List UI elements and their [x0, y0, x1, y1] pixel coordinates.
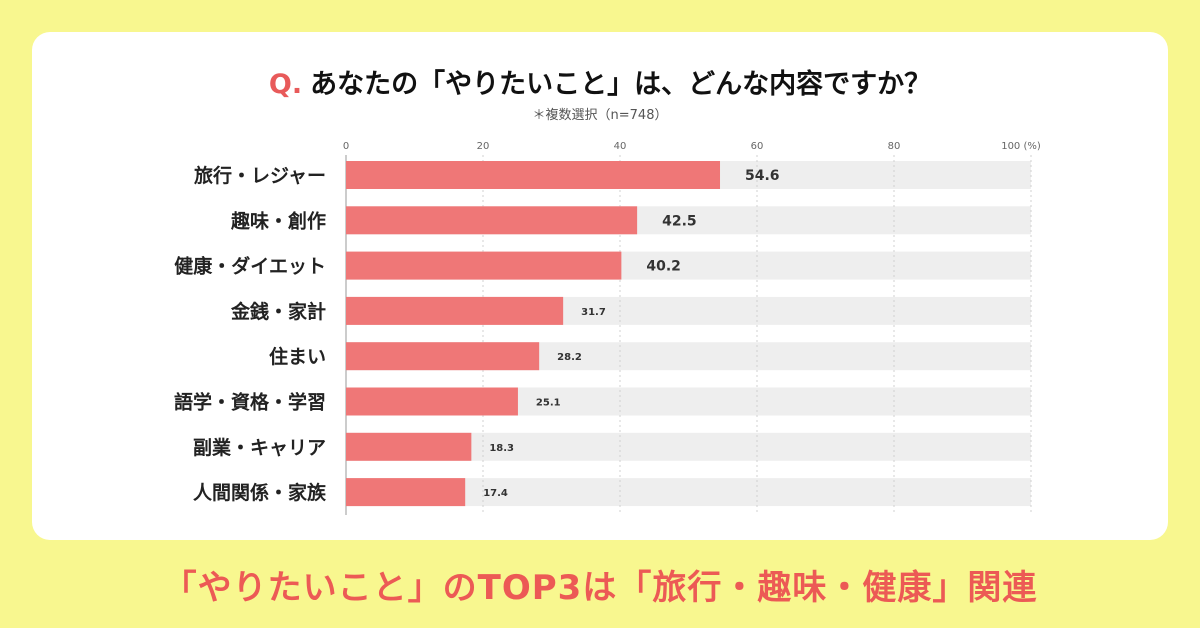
chart-title: Q. あなたの「やりたいこと」は、どんな内容ですか？: [0, 62, 1200, 101]
category-label: 金銭・家計: [230, 300, 326, 323]
data-label: 54.6: [745, 168, 780, 184]
data-label: 40.2: [646, 259, 681, 275]
bar: [346, 432, 472, 461]
bar: [346, 251, 622, 280]
x-tick-label: 100 (%): [1001, 141, 1041, 152]
category-label: 健康・ダイエット: [174, 255, 326, 278]
data-label: 42.5: [662, 213, 697, 229]
x-tick-label: 80: [888, 141, 901, 152]
data-label: 17.4: [483, 488, 508, 499]
category-label: 副業・キャリア: [193, 436, 326, 459]
bar: [346, 206, 638, 235]
category-label: 語学・資格・学習: [174, 391, 326, 414]
chart-subtitle: ＊複数選択（n=748）: [532, 108, 668, 123]
data-label: 31.7: [581, 307, 606, 318]
bar: [346, 342, 540, 371]
question-prefix: Q.: [268, 69, 303, 100]
x-tick-label: 60: [751, 141, 764, 152]
data-label: 25.1: [536, 398, 561, 409]
x-tick-label: 20: [477, 141, 490, 152]
x-tick-label: 0: [343, 141, 349, 152]
category-label: 旅行・レジャー: [194, 164, 326, 187]
category-label: 住まい: [269, 345, 326, 368]
bar: [346, 478, 466, 507]
question-text: あなたの「やりたいこと」は、どんな内容ですか？: [310, 69, 932, 100]
footer-headline: 「やりたいこと」のTOP3は「旅行・趣味・健康」関連: [162, 568, 1038, 608]
bar: [346, 387, 518, 416]
data-label: 28.2: [557, 352, 582, 363]
bar: [346, 296, 564, 325]
bar: [346, 161, 721, 189]
data-label: 18.3: [489, 443, 514, 454]
x-tick-label: 40: [614, 141, 627, 152]
category-label: 人間関係・家族: [193, 481, 327, 504]
category-label: 趣味・創作: [230, 209, 326, 232]
